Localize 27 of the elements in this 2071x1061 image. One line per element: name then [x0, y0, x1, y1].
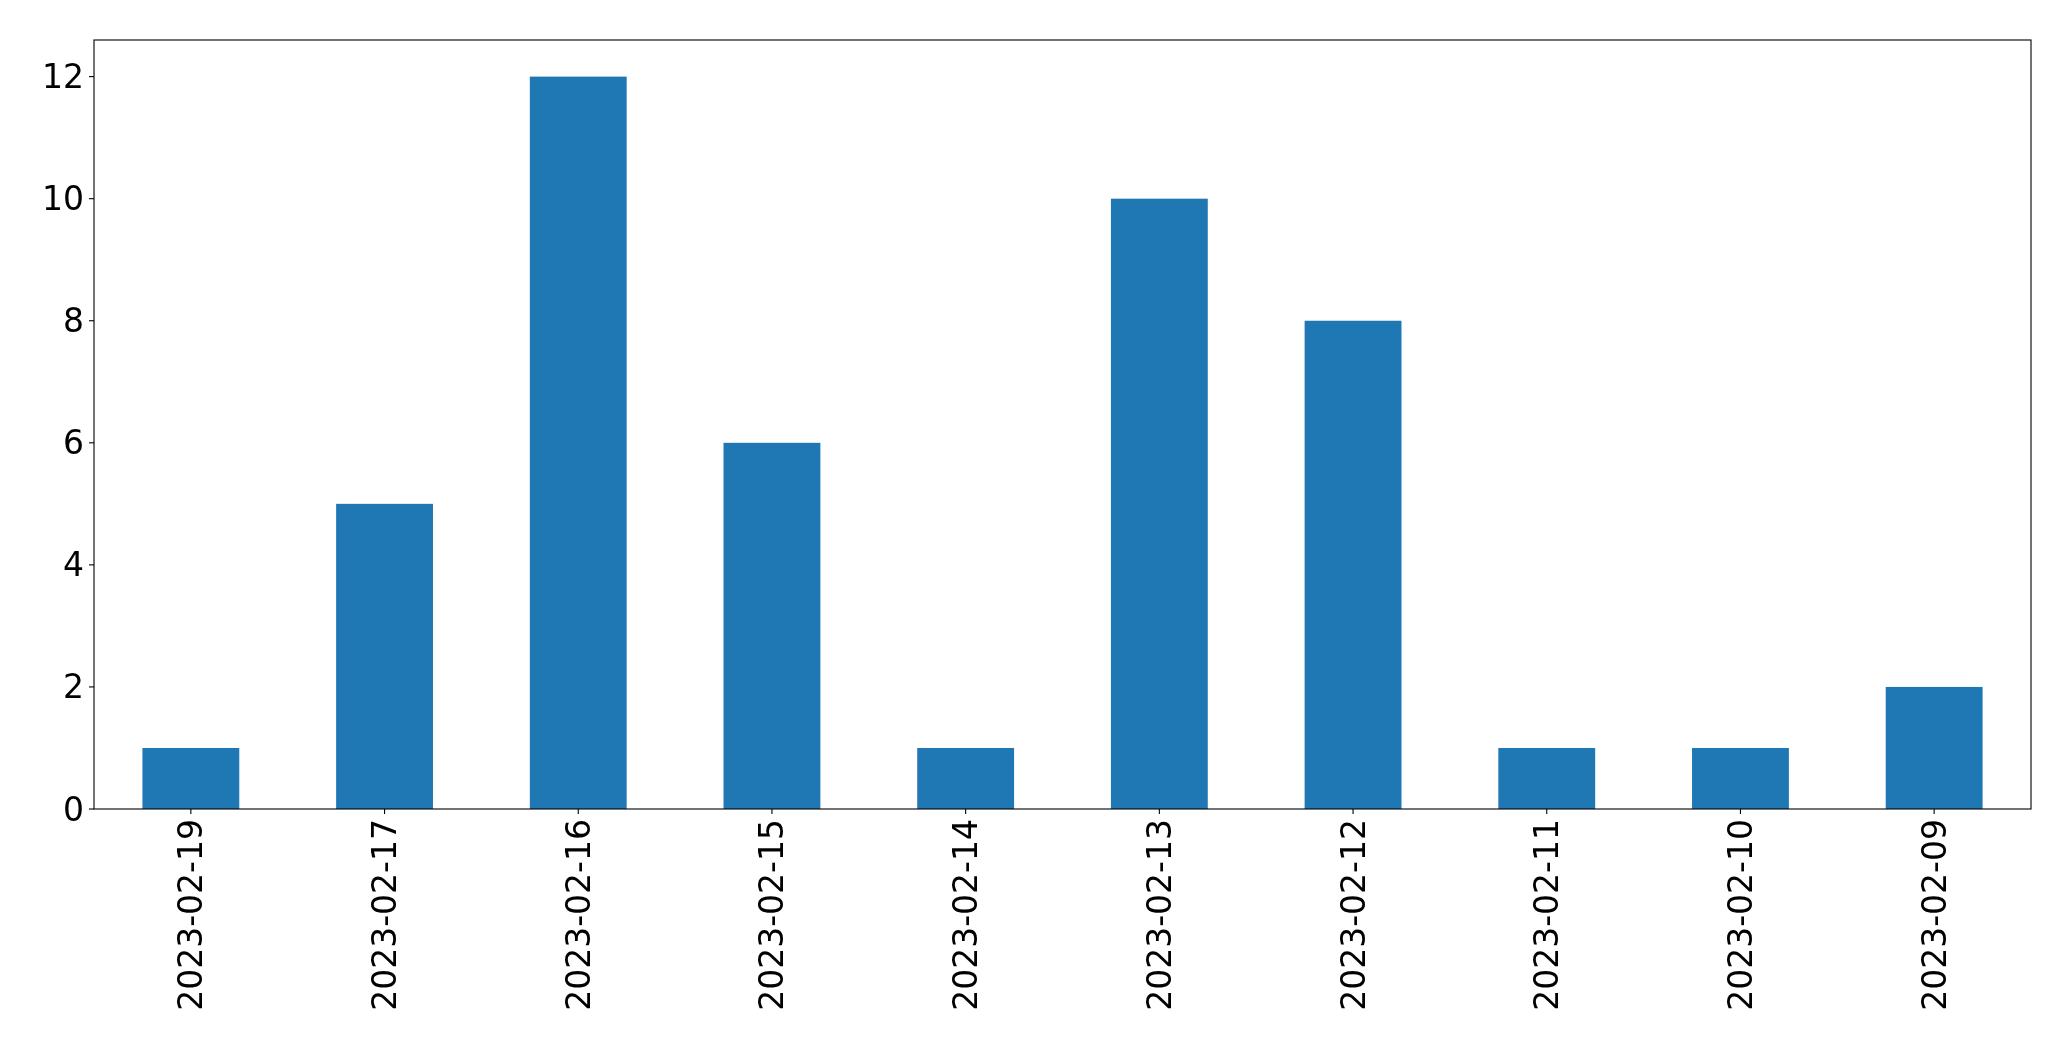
y-tick-label: 6: [63, 423, 84, 463]
bar: [142, 747, 240, 809]
bar: [723, 442, 821, 809]
x-tick-label: 2023-02-09: [1914, 819, 1954, 1011]
y-tick-label: 10: [42, 179, 84, 219]
bar: [1692, 747, 1789, 809]
bar: [336, 503, 433, 809]
bar: [1498, 747, 1596, 809]
x-tick-label: 2023-02-13: [1139, 819, 1179, 1011]
x-tick-label: 2023-02-10: [1720, 819, 1760, 1011]
x-tick-label: 2023-02-14: [946, 819, 986, 1011]
y-tick-label: 4: [63, 545, 84, 585]
bar: [1110, 198, 1208, 809]
x-tick-label: 2023-02-11: [1527, 819, 1567, 1011]
x-tick-label: 2023-02-19: [171, 819, 211, 1011]
y-tick-label: 8: [63, 301, 84, 341]
bar: [529, 76, 627, 809]
bar: [917, 747, 1015, 809]
y-tick-label: 0: [63, 789, 84, 829]
x-tick-label: 2023-02-15: [752, 819, 792, 1011]
x-tick-label: 2023-02-17: [365, 819, 405, 1011]
y-tick-label: 12: [42, 57, 84, 97]
x-tick-label: 2023-02-16: [558, 819, 598, 1011]
x-tick-label: 2023-02-12: [1333, 819, 1373, 1011]
y-tick-label: 2: [63, 667, 84, 707]
bar: [1885, 686, 1983, 809]
bar: [1304, 320, 1402, 809]
